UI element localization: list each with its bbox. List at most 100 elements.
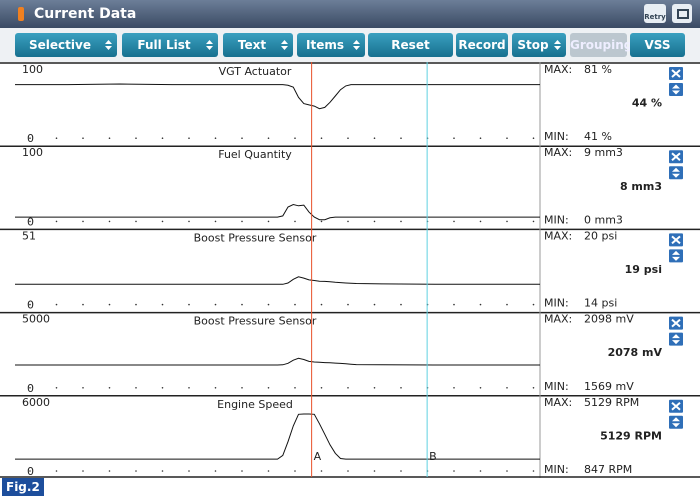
trace <box>15 357 540 366</box>
tick-dot <box>82 137 84 139</box>
move-button[interactable] <box>669 249 683 263</box>
menu-arrows <box>353 40 360 50</box>
button-label: Record <box>458 38 506 52</box>
tick-dot <box>82 220 84 223</box>
tick-dot <box>108 387 111 389</box>
tick-dot <box>188 387 190 389</box>
trace <box>15 276 540 285</box>
tick-dot <box>29 387 31 389</box>
toolbar-button[interactable]: Record <box>456 33 508 57</box>
graph-title: Boost Pressure Sensor <box>194 231 317 244</box>
tick-dot <box>82 387 84 389</box>
tick-dot <box>241 303 243 306</box>
trace <box>15 83 540 110</box>
graph-title: VGT Actuator <box>219 65 292 78</box>
maximize-button[interactable] <box>672 4 692 23</box>
current-value: 44 % <box>632 97 662 110</box>
tick-dot <box>400 137 402 139</box>
max-label: MAX: <box>544 313 572 326</box>
tick-dot <box>267 220 270 223</box>
current-value: 8 mm3 <box>620 180 662 193</box>
min-label: MIN: <box>544 463 569 476</box>
move-button[interactable] <box>669 166 683 180</box>
button-label: Reset Min.Max <box>382 38 439 76</box>
tick-dot <box>400 303 402 306</box>
tick-dot <box>506 470 508 472</box>
move-icon <box>672 417 680 428</box>
tick-dot <box>479 387 482 389</box>
min-value: 1569 mV <box>584 380 634 393</box>
tick-dot <box>267 470 270 472</box>
tick-dot <box>135 303 137 306</box>
tick-dot <box>294 220 296 223</box>
tick-dot <box>161 387 164 389</box>
toolbar-button: Grouping <box>570 33 632 57</box>
tick-dot <box>373 387 376 389</box>
tick-dot <box>55 137 58 139</box>
move-button[interactable] <box>669 83 683 96</box>
tick-dot <box>241 137 243 139</box>
tick-dot <box>214 137 217 139</box>
toolbar-button[interactable]: Reset Min.Max <box>368 33 453 76</box>
close-icon <box>671 69 681 78</box>
retry-button[interactable]: Retry <box>644 4 666 23</box>
axis-max: 6000 <box>22 396 50 409</box>
current-value: 19 psi <box>625 263 662 276</box>
tick-dot <box>320 303 323 306</box>
tick-dot <box>506 303 508 306</box>
toolbar-button[interactable]: VSS <box>630 33 685 57</box>
min-value: 0 mm3 <box>584 213 623 226</box>
tick-dot <box>188 470 190 472</box>
tick-dot <box>320 137 323 139</box>
min-label: MIN: <box>544 213 569 226</box>
axis-max: 51 <box>22 229 36 242</box>
toolbar-button[interactable]: Items List <box>297 33 365 76</box>
figure-label: Fig.2 <box>2 478 44 496</box>
tick-dot <box>532 470 535 472</box>
graph-title: Boost Pressure Sensor <box>194 315 317 328</box>
tick-dot <box>135 220 137 223</box>
tick-dot <box>214 303 217 306</box>
graph-title: Fuel Quantity <box>218 148 292 161</box>
move-icon <box>672 84 680 95</box>
tick-dot <box>532 137 535 139</box>
close-icon <box>671 402 681 411</box>
tick-dot <box>347 303 349 306</box>
toolbar-button[interactable]: Text <box>223 33 293 57</box>
tick-dot <box>241 470 243 472</box>
tick-dot <box>373 137 376 139</box>
toolbar-button[interactable]: Full List <box>122 33 218 57</box>
move-icon <box>672 167 680 178</box>
toolbar-button[interactable]: Selective Display <box>15 33 117 76</box>
tick-dot <box>347 470 349 472</box>
tick-dot <box>188 137 190 139</box>
max-label: MAX: <box>544 146 572 159</box>
axis-max: 100 <box>22 63 43 76</box>
tick-dot <box>55 470 58 472</box>
tick-dot <box>506 387 508 389</box>
max-value: 20 psi <box>584 229 617 242</box>
tick-dot <box>108 137 111 139</box>
tick-dot <box>294 137 296 139</box>
tick-dot <box>267 303 270 306</box>
title-bar: Current Data Retry <box>0 0 700 28</box>
tick-dot <box>506 137 508 139</box>
button-label: Stop <box>517 38 549 52</box>
tick-dot <box>241 220 243 223</box>
menu-arrows <box>206 40 213 50</box>
tick-dot <box>29 303 31 306</box>
tick-dot <box>373 303 376 306</box>
tick-dot <box>294 387 296 389</box>
move-button[interactable] <box>669 332 683 346</box>
max-value: 2098 mV <box>584 313 634 326</box>
tick-dot <box>214 470 217 472</box>
toolbar-button[interactable]: Stop <box>512 33 566 57</box>
tick-dot <box>532 303 535 306</box>
tick-dot <box>373 470 376 472</box>
move-button[interactable] <box>669 415 683 429</box>
tick-dot <box>241 387 243 389</box>
min-label: MIN: <box>544 297 569 310</box>
tick-dot <box>108 470 111 472</box>
